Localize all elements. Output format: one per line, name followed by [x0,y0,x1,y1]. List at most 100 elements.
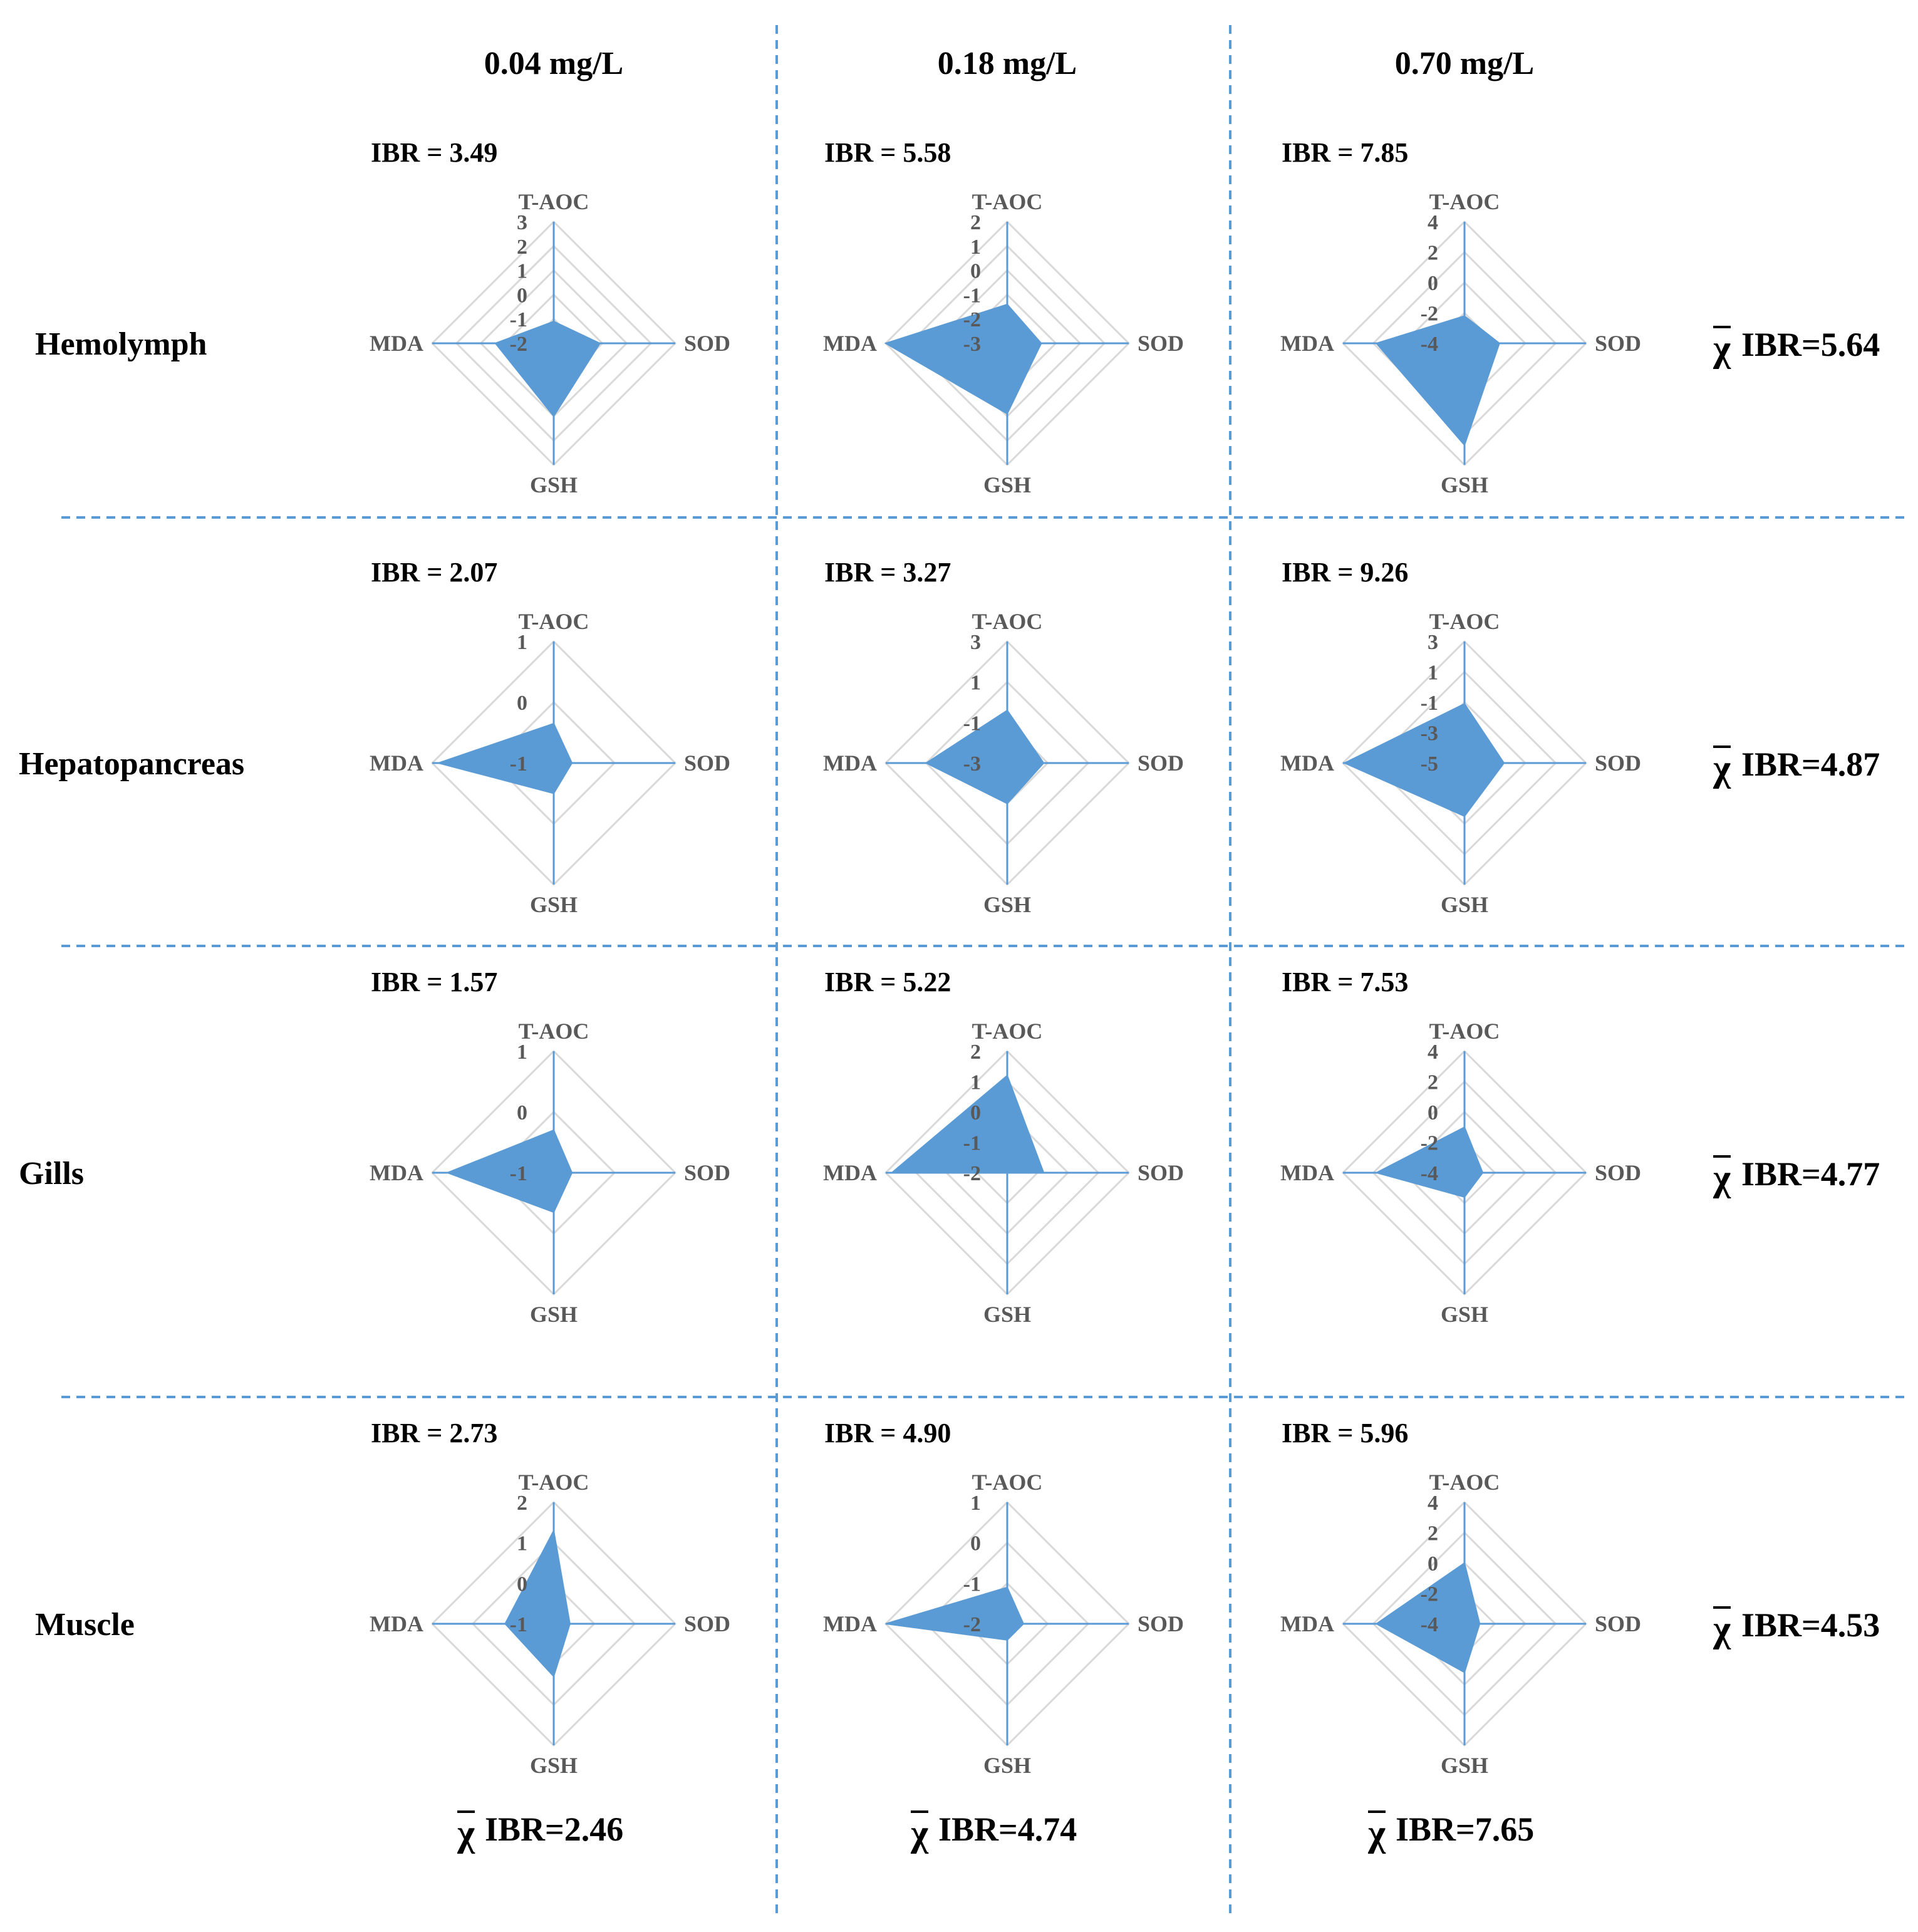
ibr-label: IBR = 3.49 [371,137,497,168]
axis-label-sod: SOD [684,331,730,356]
axis-label-sod: SOD [1138,331,1184,356]
axis-label-gsh: GSH [1441,1302,1488,1327]
ibr-label: IBR = 5.96 [1282,1418,1408,1448]
tick-label: -1 [510,308,527,331]
axis-label-sod: SOD [684,1160,730,1185]
tissue-mean-gills: χ IBR=4.77 [1713,1155,1880,1198]
tick-label: -2 [963,308,981,331]
ibr-label: IBR = 9.26 [1282,557,1408,588]
tick-label: -5 [1421,752,1438,776]
tick-label: 0 [1428,1552,1438,1576]
data-area [436,722,573,794]
tick-label: 0 [970,260,981,283]
radar-hepatopancreas-3: IBR = 9.26 T-AOC SOD GSH MDA 3 1 -1 -3 -5 [1280,557,1641,917]
axis-label-gsh: GSH [530,1753,578,1778]
tick-label: 2 [1428,1071,1438,1094]
axis-label-t-aoc: T-AOC [1429,609,1500,634]
tick-label: 2 [1428,242,1438,265]
tissue-mean-hemolymph: χ IBR=5.64 [1713,326,1880,369]
axis-label-mda: MDA [370,1160,423,1185]
tick-label: 1 [1428,662,1438,685]
axis-label-gsh: GSH [1441,472,1488,497]
row-header-muscle: Muscle [35,1607,135,1643]
tick-label: -1 [963,1572,981,1596]
mean-value: IBR=4.77 [1741,1155,1880,1193]
mean-symbol: χ [1367,1812,1386,1854]
axis-label-sod: SOD [1595,1611,1641,1636]
axis-label-t-aoc: T-AOC [1429,1470,1500,1495]
axis-label-sod: SOD [684,750,730,776]
ibr-label: IBR = 1.57 [371,967,497,997]
radar-hepatopancreas-1: IBR = 2.07 T-AOC SOD GSH MDA 1 0 -1 [370,557,730,917]
ibr-label: IBR = 2.73 [371,1418,497,1448]
tick-label: -4 [1421,333,1438,356]
concentration-mean-3: χ IBR=7.65 [1367,1810,1534,1854]
tick-label: 0 [970,1532,981,1555]
concentration-mean-1: χ IBR=2.46 [457,1810,623,1854]
ibr-label: IBR = 3.27 [824,557,951,588]
axis-label-gsh: GSH [983,1753,1031,1778]
tick-label: 3 [517,211,527,234]
tick-label: -2 [510,333,527,356]
axis-label-sod: SOD [1138,1160,1184,1185]
tick-label: 0 [970,1101,981,1124]
tick-label: -1 [510,752,527,776]
data-area [925,709,1045,804]
axis-label-gsh: GSH [1441,1753,1488,1778]
mean-symbol: χ [910,1812,929,1854]
tick-label: -1 [963,284,981,307]
row-header-gills: Gills [19,1156,84,1192]
tick-label: 1 [517,260,527,283]
tick-label: 3 [1428,631,1438,654]
axis-label-gsh: GSH [1441,892,1488,917]
tissue-mean-hepatopancreas: χ IBR=4.87 [1713,745,1880,789]
axis-label-mda: MDA [823,1160,877,1185]
row-header-hemolymph: Hemolymph [35,326,207,362]
radar-muscle-2: IBR = 4.90 T-AOC SOD GSH MDA 1 0 -1 -2 [823,1418,1184,1778]
axis-label-mda: MDA [823,331,877,356]
tick-label: -2 [1421,303,1438,326]
axis-label-gsh: GSH [530,1302,578,1327]
tick-label: -4 [1421,1613,1438,1636]
axis-label-t-aoc: T-AOC [519,189,589,214]
ibr-label: IBR = 2.07 [371,557,497,588]
tick-label: 2 [970,1041,981,1064]
tick-label: 1 [970,1071,981,1094]
axis-label-sod: SOD [1138,750,1184,776]
radar-hemolymph-2: IBR = 5.58 T-AOC SOD GSH MDA 210-1-2-3 [823,137,1184,497]
axis-label-sod: SOD [1595,750,1641,776]
tick-label: 3 [970,631,981,654]
concentration-mean-2: χ IBR=4.74 [910,1810,1077,1854]
axis-label-mda: MDA [370,1611,423,1636]
tick-label: 2 [517,236,527,259]
axis-label-mda: MDA [370,331,423,356]
axis-label-gsh: GSH [530,472,578,497]
tick-label: 0 [517,1572,527,1596]
axis-label-gsh: GSH [530,892,578,917]
axis-label-mda: MDA [823,750,877,776]
axis-label-mda: MDA [1280,1160,1334,1185]
mean-value: IBR=2.46 [485,1810,623,1848]
axis-label-t-aoc: T-AOC [972,189,1043,214]
tick-label: 0 [1428,1101,1438,1124]
axis-label-mda: MDA [823,1611,877,1636]
mean-symbol: χ [457,1812,475,1854]
tick-label: -2 [1421,1583,1438,1606]
tick-label: 1 [970,672,981,695]
axis-label-t-aoc: T-AOC [972,1470,1043,1495]
axis-label-mda: MDA [1280,750,1334,776]
tick-label: -2 [1421,1132,1438,1155]
data-area [504,1529,571,1678]
tick-label: 0 [517,692,527,715]
mean-value: IBR=7.65 [1396,1810,1534,1848]
tick-label: 1 [970,1492,981,1515]
radar-gills-1: IBR = 1.57 T-AOC SOD GSH MDA 1 0 -1 [370,967,730,1327]
tick-label: 2 [1428,1522,1438,1545]
axis-label-sod: SOD [1595,1160,1641,1185]
mean-symbol: χ [1713,1157,1731,1198]
axis-label-sod: SOD [1138,1611,1184,1636]
axis-label-mda: MDA [370,750,423,776]
